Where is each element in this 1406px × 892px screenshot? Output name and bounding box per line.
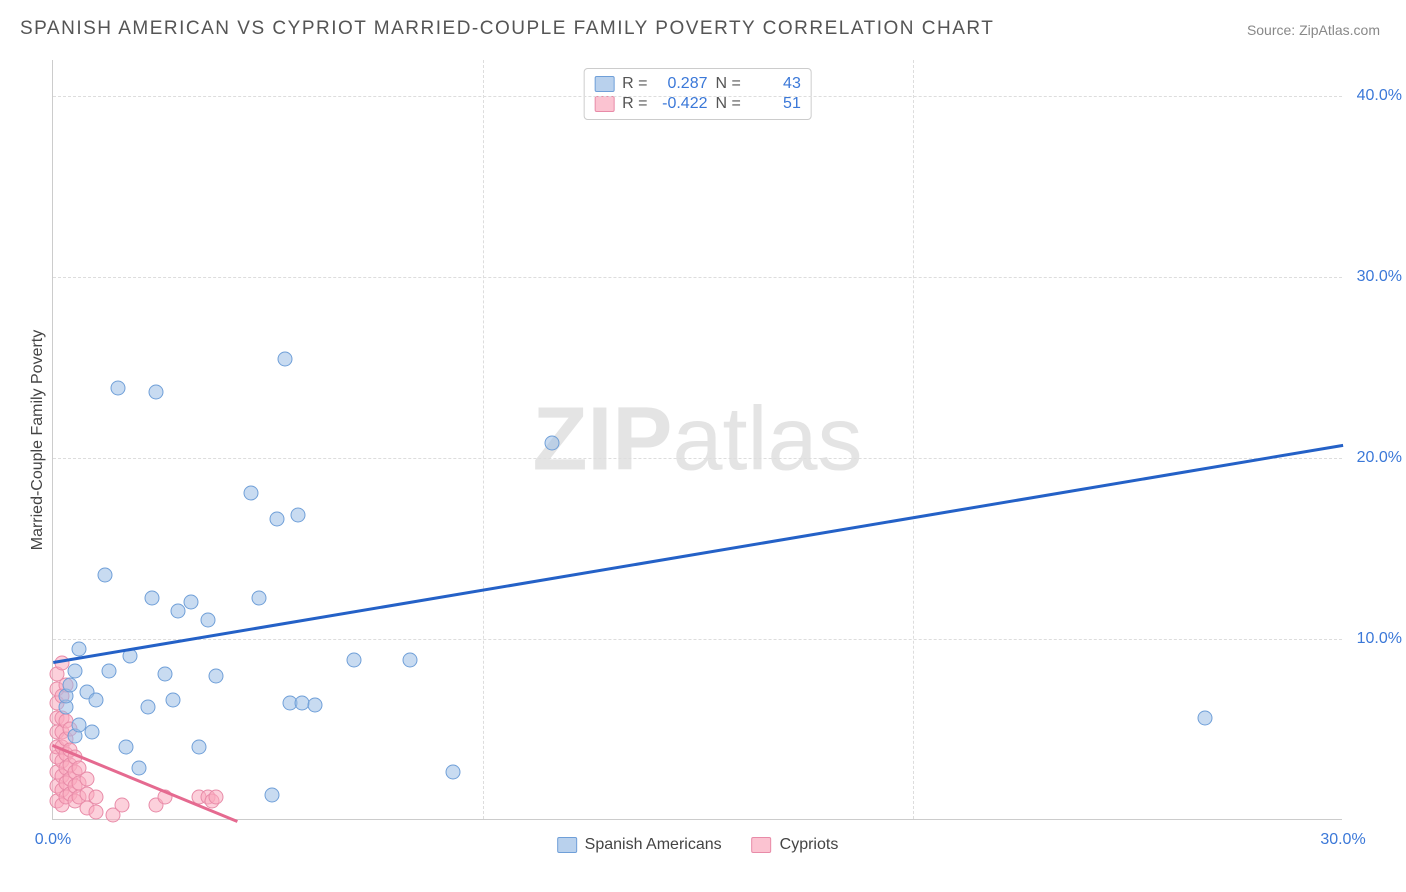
watermark: ZIPatlas xyxy=(532,388,862,491)
swatch-series2-icon xyxy=(594,96,614,112)
data-point xyxy=(71,641,86,656)
trend-line xyxy=(53,444,1343,664)
swatch-series2-icon xyxy=(752,837,772,853)
data-point xyxy=(402,652,417,667)
x-tick-label: 0.0% xyxy=(35,831,71,849)
data-point xyxy=(67,663,82,678)
gridline xyxy=(913,60,914,819)
data-point xyxy=(192,739,207,754)
data-point xyxy=(209,669,224,684)
data-point xyxy=(89,692,104,707)
data-point xyxy=(63,678,78,693)
data-point xyxy=(97,567,112,582)
data-point xyxy=(114,797,129,812)
gridline xyxy=(53,458,1342,459)
data-point xyxy=(89,790,104,805)
data-point xyxy=(291,508,306,523)
x-tick-label: 30.0% xyxy=(1320,831,1365,849)
data-point xyxy=(157,667,172,682)
data-point xyxy=(170,603,185,618)
chart-title: SPANISH AMERICAN VS CYPRIOT MARRIED-COUP… xyxy=(20,18,994,40)
y-tick-label: 30.0% xyxy=(1357,268,1402,286)
swatch-series1-icon xyxy=(594,76,614,92)
data-point xyxy=(110,381,125,396)
data-point xyxy=(278,352,293,367)
legend: Spanish Americans Cypriots xyxy=(557,836,839,854)
gridline xyxy=(53,277,1342,278)
swatch-series1-icon xyxy=(557,837,577,853)
scatter-plot: ZIPatlas Married-Couple Family Poverty R… xyxy=(52,60,1342,820)
data-point xyxy=(209,790,224,805)
legend-item: Cypriots xyxy=(752,836,839,854)
data-point xyxy=(183,594,198,609)
data-point xyxy=(84,725,99,740)
data-point xyxy=(80,772,95,787)
data-point xyxy=(445,764,460,779)
data-point xyxy=(347,652,362,667)
y-tick-label: 20.0% xyxy=(1357,449,1402,467)
gridline xyxy=(483,60,484,819)
stats-row: R = 0.287 N = 43 xyxy=(594,75,801,93)
gridline xyxy=(53,639,1342,640)
data-point xyxy=(1198,710,1213,725)
data-point xyxy=(200,612,215,627)
data-point xyxy=(140,699,155,714)
y-axis-label: Married-Couple Family Poverty xyxy=(29,329,47,550)
data-point xyxy=(144,591,159,606)
data-point xyxy=(149,384,164,399)
data-point xyxy=(252,591,267,606)
gridline xyxy=(53,96,1342,97)
data-point xyxy=(308,698,323,713)
stats-box: R = 0.287 N = 43 R = -0.422 N = 51 xyxy=(583,68,812,120)
data-point xyxy=(101,663,116,678)
legend-item: Spanish Americans xyxy=(557,836,722,854)
data-point xyxy=(243,486,258,501)
data-point xyxy=(269,511,284,526)
data-point xyxy=(265,788,280,803)
data-point xyxy=(89,804,104,819)
data-point xyxy=(119,739,134,754)
stats-row: R = -0.422 N = 51 xyxy=(594,95,801,113)
source-label: Source: ZipAtlas.com xyxy=(1247,22,1380,38)
y-tick-label: 10.0% xyxy=(1357,630,1402,648)
data-point xyxy=(166,692,181,707)
data-point xyxy=(544,435,559,450)
y-tick-label: 40.0% xyxy=(1357,87,1402,105)
data-point xyxy=(132,761,147,776)
